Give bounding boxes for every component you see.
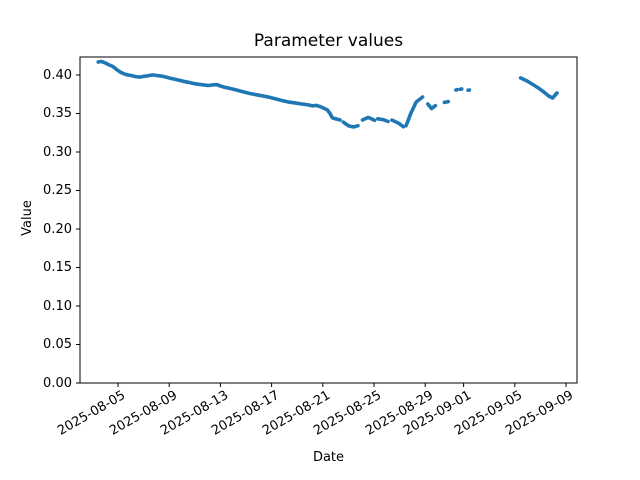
- y-tick-label: 0.00: [43, 375, 72, 391]
- y-tick-label: 0.05: [43, 337, 72, 352]
- chart-title: Parameter values: [253, 31, 404, 51]
- x-axis-label: Date: [312, 450, 345, 465]
- y-tick-label: 0.25: [43, 183, 72, 198]
- y-tick-label: 0.30: [43, 144, 72, 160]
- y-tick-label: 0.15: [43, 260, 72, 275]
- y-tick-label: 0.40: [43, 67, 72, 83]
- y-tick-label: 0.35: [43, 106, 72, 121]
- y-tick-label: 0.20: [43, 221, 72, 237]
- y-axis-label: Value: [20, 200, 35, 236]
- y-tick-label: 0.10: [43, 298, 72, 314]
